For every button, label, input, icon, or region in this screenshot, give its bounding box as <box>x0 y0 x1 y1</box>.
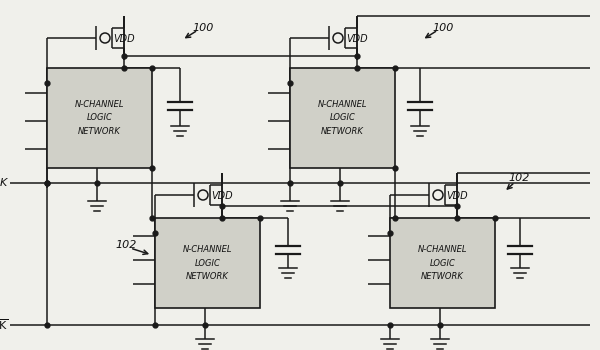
Text: N-CHANNEL
LOGIC
NETWORK: N-CHANNEL LOGIC NETWORK <box>75 100 124 136</box>
Text: 102: 102 <box>508 173 529 183</box>
Text: N-CHANNEL
LOGIC
NETWORK: N-CHANNEL LOGIC NETWORK <box>183 245 232 281</box>
Bar <box>47 68 152 168</box>
Bar <box>155 218 260 308</box>
Text: N-CHANNEL
LOGIC
NETWORK: N-CHANNEL LOGIC NETWORK <box>318 100 367 136</box>
Text: $\overline{\mathrm{CLK}}$: $\overline{\mathrm{CLK}}$ <box>0 318 8 332</box>
Text: VDD: VDD <box>446 191 468 201</box>
Bar <box>390 218 495 308</box>
Text: N-CHANNEL
LOGIC
NETWORK: N-CHANNEL LOGIC NETWORK <box>418 245 467 281</box>
Bar <box>290 68 395 168</box>
Text: VDD: VDD <box>346 34 368 44</box>
Text: CLK: CLK <box>0 178 8 188</box>
Text: 102: 102 <box>115 240 136 250</box>
Text: VDD: VDD <box>211 191 233 201</box>
Text: VDD: VDD <box>113 34 135 44</box>
Text: 100: 100 <box>432 23 454 33</box>
Text: 100: 100 <box>192 23 214 33</box>
